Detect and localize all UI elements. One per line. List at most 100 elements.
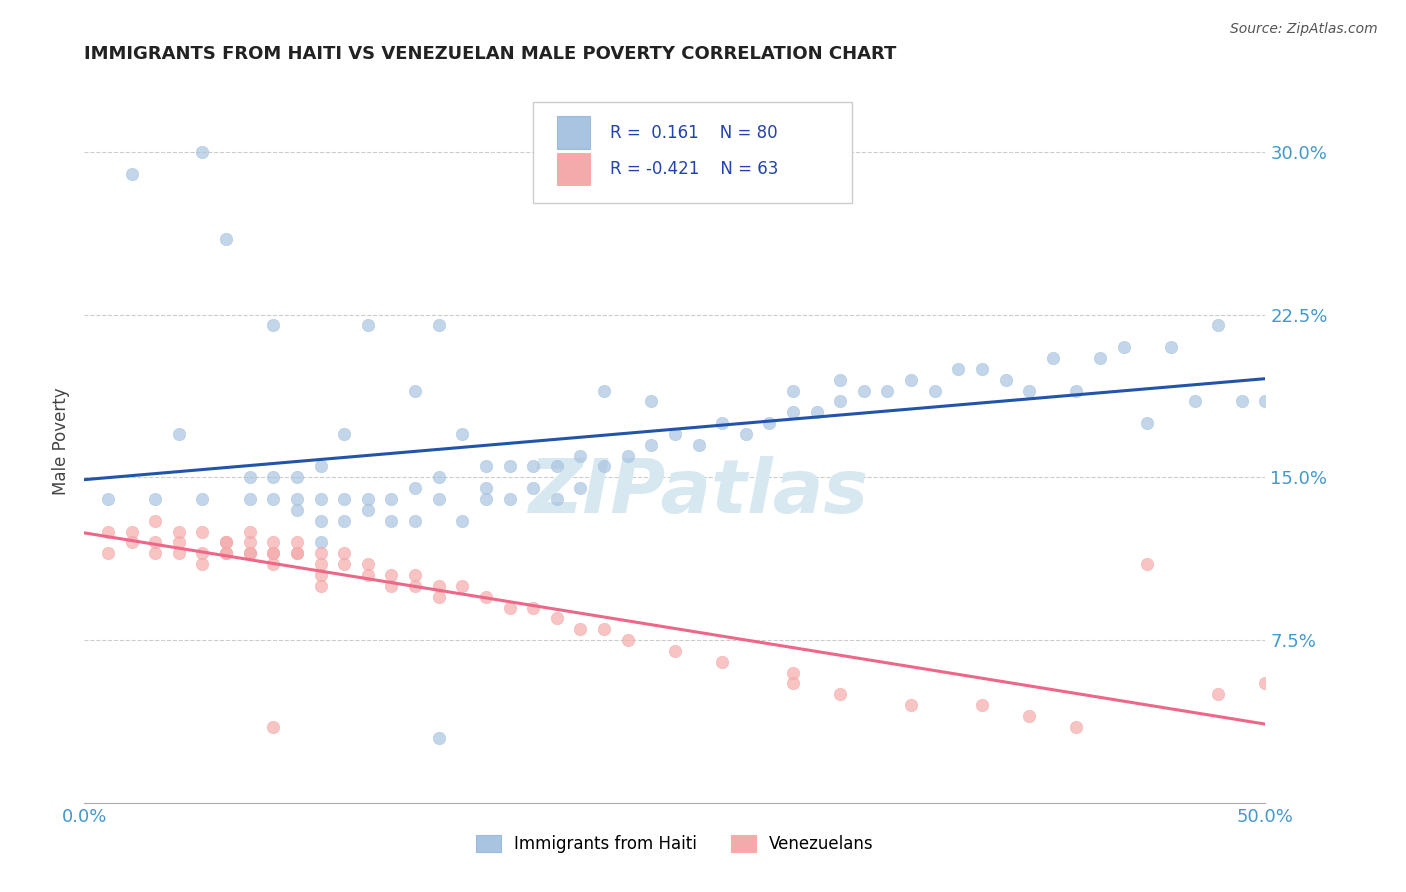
Point xyxy=(97,491,120,506)
Point xyxy=(262,546,284,560)
Point xyxy=(309,546,332,560)
Point xyxy=(333,546,356,560)
Point xyxy=(191,491,214,506)
Point xyxy=(167,535,190,549)
Point xyxy=(143,546,166,560)
Point xyxy=(357,503,380,517)
Point xyxy=(380,568,402,582)
Point xyxy=(333,514,356,528)
Point xyxy=(167,546,190,560)
Point xyxy=(1088,351,1111,365)
Point xyxy=(191,145,214,159)
Point xyxy=(1042,351,1064,365)
Point xyxy=(475,491,498,506)
Point xyxy=(475,459,498,474)
Point xyxy=(451,514,474,528)
Point xyxy=(734,426,756,441)
Point xyxy=(167,524,190,539)
Point xyxy=(191,524,214,539)
Text: IMMIGRANTS FROM HAITI VS VENEZUELAN MALE POVERTY CORRELATION CHART: IMMIGRANTS FROM HAITI VS VENEZUELAN MALE… xyxy=(84,45,897,63)
Point xyxy=(309,557,332,571)
Point xyxy=(1230,394,1253,409)
Point xyxy=(262,720,284,734)
Point xyxy=(711,416,734,430)
Point xyxy=(616,449,638,463)
Point xyxy=(215,546,238,560)
Point xyxy=(309,579,332,593)
Point xyxy=(1136,416,1159,430)
Point xyxy=(451,579,474,593)
Point xyxy=(333,557,356,571)
Point xyxy=(924,384,946,398)
Point xyxy=(239,546,262,560)
Point xyxy=(357,491,380,506)
FancyBboxPatch shape xyxy=(557,116,591,149)
Point xyxy=(239,535,262,549)
Point xyxy=(285,503,308,517)
Point xyxy=(1254,676,1277,690)
Point xyxy=(121,524,143,539)
Point xyxy=(782,405,804,419)
Point xyxy=(1066,384,1088,398)
Point xyxy=(285,546,308,560)
Point xyxy=(121,167,143,181)
FancyBboxPatch shape xyxy=(557,153,591,185)
Point xyxy=(285,491,308,506)
Point xyxy=(546,459,568,474)
Point xyxy=(1112,340,1135,354)
Point xyxy=(1136,557,1159,571)
Point xyxy=(97,524,120,539)
Point xyxy=(1066,720,1088,734)
Point xyxy=(380,579,402,593)
Point xyxy=(498,491,520,506)
Point xyxy=(262,491,284,506)
Point xyxy=(357,557,380,571)
Point xyxy=(143,535,166,549)
Point xyxy=(640,438,662,452)
Point xyxy=(876,384,898,398)
Point xyxy=(900,698,922,713)
Point xyxy=(167,426,190,441)
Point xyxy=(427,731,450,745)
Point xyxy=(262,546,284,560)
Point xyxy=(1184,394,1206,409)
Point xyxy=(262,318,284,333)
Point xyxy=(1160,340,1182,354)
Point xyxy=(357,318,380,333)
Point xyxy=(640,394,662,409)
Text: Source: ZipAtlas.com: Source: ZipAtlas.com xyxy=(1230,22,1378,37)
Point xyxy=(1018,709,1040,723)
Point xyxy=(309,459,332,474)
Point xyxy=(852,384,875,398)
Point xyxy=(97,546,120,560)
FancyBboxPatch shape xyxy=(533,102,852,203)
Point xyxy=(239,546,262,560)
Text: R = -0.421    N = 63: R = -0.421 N = 63 xyxy=(610,161,779,178)
Point xyxy=(1018,384,1040,398)
Point xyxy=(546,611,568,625)
Point xyxy=(688,438,710,452)
Point xyxy=(380,514,402,528)
Point xyxy=(357,568,380,582)
Point xyxy=(664,644,686,658)
Point xyxy=(380,491,402,506)
Point xyxy=(970,698,993,713)
Point xyxy=(404,384,426,398)
Point xyxy=(239,491,262,506)
Point xyxy=(593,459,616,474)
Point xyxy=(498,459,520,474)
Text: ZIPatlas: ZIPatlas xyxy=(529,456,869,529)
Point xyxy=(239,470,262,484)
Point xyxy=(664,426,686,441)
Point xyxy=(475,481,498,495)
Point xyxy=(333,491,356,506)
Point xyxy=(262,535,284,549)
Point xyxy=(1254,394,1277,409)
Point xyxy=(900,373,922,387)
Point xyxy=(262,470,284,484)
Point xyxy=(215,546,238,560)
Point xyxy=(404,481,426,495)
Point xyxy=(333,426,356,441)
Point xyxy=(994,373,1017,387)
Point xyxy=(427,318,450,333)
